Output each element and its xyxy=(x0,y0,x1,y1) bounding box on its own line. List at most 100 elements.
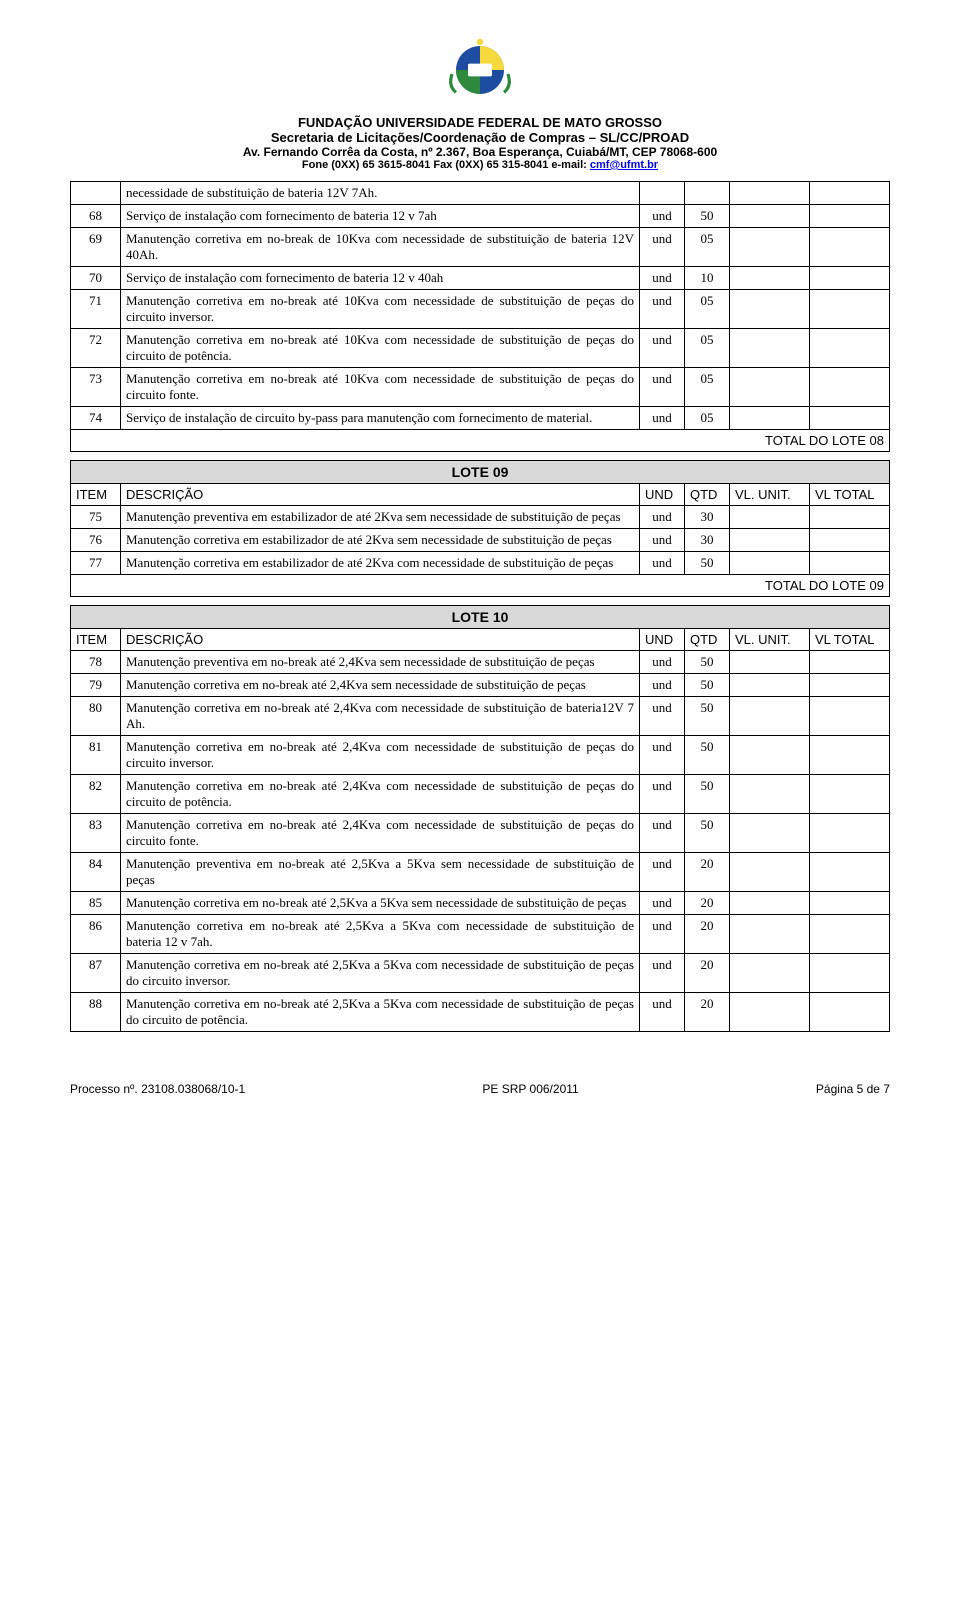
cell-item-num: 69 xyxy=(71,228,121,267)
lote10-body: 78Manutenção preventiva em no-break até … xyxy=(71,651,890,1032)
emblem-icon xyxy=(440,30,520,110)
table-row: 88Manutenção corretiva em no-break até 2… xyxy=(71,993,890,1032)
cell-total xyxy=(810,853,890,892)
cell-qtd: 20 xyxy=(685,954,730,993)
cell-und xyxy=(640,182,685,205)
cell-unit xyxy=(730,915,810,954)
cell-item-num: 68 xyxy=(71,205,121,228)
cell-und: und xyxy=(640,674,685,697)
cell-und: und xyxy=(640,506,685,529)
cell-item-num: 84 xyxy=(71,853,121,892)
cell-und: und xyxy=(640,892,685,915)
cell-total xyxy=(810,993,890,1032)
col-und: UND xyxy=(640,629,685,651)
table-row: 83Manutenção corretiva em no-break até 2… xyxy=(71,814,890,853)
cell-desc: Manutenção corretiva em estabilizador de… xyxy=(121,552,640,575)
cell-und: und xyxy=(640,407,685,430)
cell-item-num: 88 xyxy=(71,993,121,1032)
cell-total xyxy=(810,368,890,407)
footer-page: Página 5 de 7 xyxy=(816,1082,890,1096)
header-line-2: Secretaria de Licitações/Coordenação de … xyxy=(70,130,890,145)
cell-item-num: 71 xyxy=(71,290,121,329)
cell-unit xyxy=(730,552,810,575)
lote08-body: necessidade de substituição de bateria 1… xyxy=(71,182,890,430)
col-unit: VL. UNIT. xyxy=(730,629,810,651)
cell-total xyxy=(810,736,890,775)
lote10-title-row: LOTE 10 xyxy=(71,606,890,629)
header-email-link[interactable]: cmf@ufmt.br xyxy=(590,159,658,171)
cell-qtd: 30 xyxy=(685,506,730,529)
cell-item-num: 78 xyxy=(71,651,121,674)
cell-unit xyxy=(730,368,810,407)
cell-item-num: 77 xyxy=(71,552,121,575)
table-row: 75Manutenção preventiva em estabilizador… xyxy=(71,506,890,529)
table-row: 80Manutenção corretiva em no-break até 2… xyxy=(71,697,890,736)
footer-process: Processo nº. 23108.038068/10-1 xyxy=(70,1082,245,1096)
cell-desc: necessidade de substituição de bateria 1… xyxy=(121,182,640,205)
cell-unit xyxy=(730,814,810,853)
lote09-body: 75Manutenção preventiva em estabilizador… xyxy=(71,506,890,575)
cell-desc: Manutenção preventiva em no-break até 2,… xyxy=(121,853,640,892)
cell-unit xyxy=(730,993,810,1032)
cell-desc: Serviço de instalação com fornecimento d… xyxy=(121,205,640,228)
lote09-col-header: ITEM DESCRIÇÃO UND QTD VL. UNIT. VL TOTA… xyxy=(71,484,890,506)
cell-unit xyxy=(730,205,810,228)
cell-qtd: 05 xyxy=(685,228,730,267)
cell-unit xyxy=(730,529,810,552)
cell-total xyxy=(810,506,890,529)
cell-total xyxy=(810,290,890,329)
table-row: 87Manutenção corretiva em no-break até 2… xyxy=(71,954,890,993)
cell-desc: Manutenção corretiva em no-break até 2,4… xyxy=(121,697,640,736)
cell-item-num: 83 xyxy=(71,814,121,853)
cell-und: und xyxy=(640,329,685,368)
cell-unit xyxy=(730,290,810,329)
cell-qtd: 50 xyxy=(685,205,730,228)
cell-qtd: 50 xyxy=(685,736,730,775)
col-desc: DESCRIÇÃO xyxy=(121,629,640,651)
cell-total xyxy=(810,329,890,368)
cell-qtd: 10 xyxy=(685,267,730,290)
cell-qtd: 30 xyxy=(685,529,730,552)
cell-item-num: 74 xyxy=(71,407,121,430)
cell-qtd: 50 xyxy=(685,775,730,814)
cell-qtd: 20 xyxy=(685,993,730,1032)
table-row: 72Manutenção corretiva em no-break até 1… xyxy=(71,329,890,368)
cell-unit xyxy=(730,775,810,814)
table-lote-08: necessidade de substituição de bateria 1… xyxy=(70,181,890,452)
cell-item-num xyxy=(71,182,121,205)
cell-desc: Manutenção preventiva em no-break até 2,… xyxy=(121,651,640,674)
table-row: necessidade de substituição de bateria 1… xyxy=(71,182,890,205)
lote09-total-row: TOTAL DO LOTE 09 xyxy=(71,575,890,597)
cell-desc: Manutenção corretiva em no-break até 10K… xyxy=(121,368,640,407)
header-line-4: Fone (0XX) 65 3615-8041 Fax (0XX) 65 315… xyxy=(70,159,890,171)
col-qtd: QTD xyxy=(685,484,730,506)
lote09-title: LOTE 09 xyxy=(71,461,890,484)
col-qtd: QTD xyxy=(685,629,730,651)
lote09-title-row: LOTE 09 xyxy=(71,461,890,484)
cell-unit xyxy=(730,954,810,993)
cell-und: und xyxy=(640,651,685,674)
cell-und: und xyxy=(640,814,685,853)
cell-desc: Manutenção corretiva em no-break até 2,4… xyxy=(121,736,640,775)
header-contact: Fone (0XX) 65 3615-8041 Fax (0XX) 65 315… xyxy=(302,159,590,171)
cell-und: und xyxy=(640,368,685,407)
col-total: VL TOTAL xyxy=(810,484,890,506)
table-row: 71Manutenção corretiva em no-break até 1… xyxy=(71,290,890,329)
table-lote-09: LOTE 09 ITEM DESCRIÇÃO UND QTD VL. UNIT.… xyxy=(70,460,890,597)
cell-unit xyxy=(730,407,810,430)
cell-desc: Manutenção corretiva em estabilizador de… xyxy=(121,529,640,552)
table-row: 77Manutenção corretiva em estabilizador … xyxy=(71,552,890,575)
cell-unit xyxy=(730,853,810,892)
cell-und: und xyxy=(640,736,685,775)
cell-und: und xyxy=(640,697,685,736)
table-row: 73Manutenção corretiva em no-break até 1… xyxy=(71,368,890,407)
col-unit: VL. UNIT. xyxy=(730,484,810,506)
page-header: FUNDAÇÃO UNIVERSIDADE FEDERAL DE MATO GR… xyxy=(70,30,890,171)
cell-item-num: 80 xyxy=(71,697,121,736)
cell-unit xyxy=(730,674,810,697)
cell-qtd: 50 xyxy=(685,697,730,736)
cell-desc: Manutenção preventiva em estabilizador d… xyxy=(121,506,640,529)
header-line-1: FUNDAÇÃO UNIVERSIDADE FEDERAL DE MATO GR… xyxy=(70,115,890,130)
cell-total xyxy=(810,775,890,814)
table-row: 79Manutenção corretiva em no-break até 2… xyxy=(71,674,890,697)
